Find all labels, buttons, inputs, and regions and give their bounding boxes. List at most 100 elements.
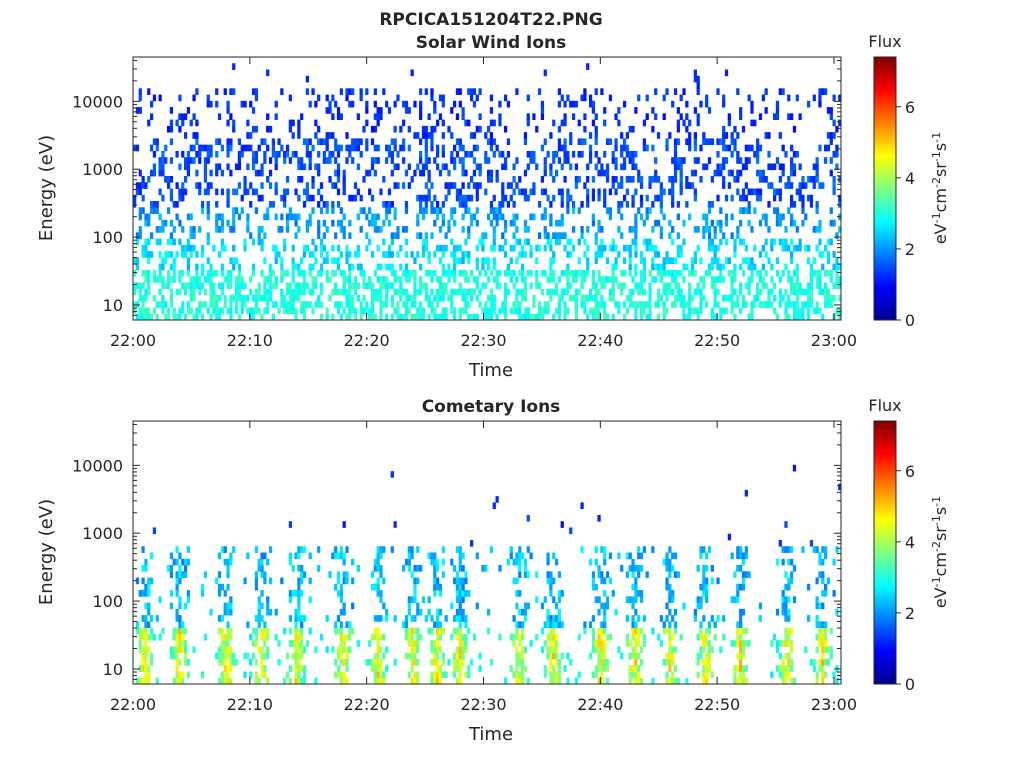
heatmap-cell [206, 201, 210, 208]
heatmap-cell [297, 263, 301, 271]
heatmap-cell [339, 301, 343, 308]
heatmap-cell [608, 138, 613, 146]
heatmap-cell [178, 238, 182, 246]
heatmap-cell [821, 677, 825, 684]
heatmap-cell [549, 590, 553, 597]
heatmap-cell [419, 288, 423, 296]
heatmap-cell [656, 269, 661, 277]
heatmap-cell [676, 163, 680, 171]
heatmap-cell [603, 546, 607, 553]
heatmap-cell [470, 194, 474, 202]
heatmap-cell [319, 251, 324, 258]
heatmap-cell [433, 194, 437, 202]
heatmap-cell [458, 138, 462, 146]
heatmap-cell [699, 294, 703, 302]
heatmap-cell [458, 602, 462, 610]
heatmap-cell [453, 157, 457, 164]
heatmap-cell [149, 313, 154, 320]
heatmap-cell [410, 294, 414, 302]
heatmap-cell [577, 269, 581, 277]
heatmap-cell [642, 263, 646, 271]
heatmap-cell [169, 138, 174, 146]
heatmap-cell [472, 157, 477, 164]
x-tick-label: 22:00 [110, 695, 156, 714]
heatmap-cell [622, 244, 627, 252]
heatmap-cell [348, 276, 352, 283]
heatmap-cell [461, 658, 465, 666]
heatmap-cell [557, 677, 562, 684]
heatmap-cell [832, 282, 836, 290]
heatmap-cell [804, 288, 808, 296]
heatmap-cell [271, 144, 275, 152]
heatmap-cell [634, 677, 638, 684]
heatmap-cell [334, 138, 338, 146]
heatmap-cell [161, 157, 165, 164]
heatmap-cell [311, 88, 315, 95]
heatmap-cell [730, 194, 734, 202]
heatmap-cell [308, 251, 312, 258]
heatmap-cell [441, 288, 445, 296]
heatmap-cell [200, 144, 205, 152]
heatmap-cell [175, 150, 179, 158]
heatmap-cell [736, 621, 740, 629]
heatmap-cell [526, 238, 530, 246]
heatmap-cell [520, 276, 525, 283]
heatmap-cell [642, 307, 646, 315]
heatmap-cell [376, 646, 380, 654]
heatmap-cell [268, 263, 273, 271]
heatmap-cell [608, 244, 613, 252]
heatmap-cell [775, 107, 780, 114]
heatmap-cell [254, 125, 259, 133]
heatmap-cell [294, 677, 298, 684]
heatmap-cell [441, 546, 445, 553]
heatmap-cell [639, 552, 644, 560]
heatmap-cell [824, 658, 828, 666]
heatmap-cell [232, 546, 236, 553]
heatmap-cell [263, 213, 267, 221]
heatmap-cell [719, 263, 723, 271]
heatmap-cell [385, 665, 389, 672]
heatmap-cell [263, 276, 267, 283]
heatmap-cell [223, 658, 227, 666]
heatmap-cell [305, 219, 309, 227]
heatmap-cell [302, 251, 307, 258]
heatmap-cell [764, 238, 768, 246]
heatmap-cell [481, 282, 485, 290]
heatmap-cell [790, 251, 794, 258]
heatmap-cell [824, 288, 828, 296]
heatmap-cell [713, 282, 717, 290]
heatmap-cell [756, 282, 760, 290]
heatmap-cell [243, 282, 247, 290]
heatmap-cell [339, 633, 343, 641]
heatmap-cell [436, 119, 440, 127]
heatmap-cell [739, 288, 743, 296]
heatmap-cell [688, 269, 692, 277]
heatmap-cell [818, 94, 822, 102]
heatmap-cell [478, 269, 482, 277]
heatmap-cell [455, 88, 460, 95]
heatmap-cell [716, 219, 720, 227]
colorbar-title: Flux [868, 396, 901, 415]
heatmap-cell [682, 276, 686, 283]
heatmap-cell [444, 244, 448, 252]
heatmap-cell [251, 307, 256, 315]
heatmap-cell [741, 646, 746, 654]
heatmap-cell [795, 313, 799, 320]
heatmap-cell [229, 658, 233, 666]
heatmap-cell [702, 282, 706, 290]
heatmap-cell [594, 125, 598, 133]
heatmap-cell [373, 633, 377, 641]
heatmap-cell [620, 565, 624, 572]
heatmap-cell [747, 257, 751, 265]
heatmap-cell [379, 590, 383, 597]
heatmap-cell [178, 671, 182, 679]
heatmap-cell [311, 207, 315, 214]
heatmap-cell [419, 301, 423, 308]
heatmap-cell [498, 213, 502, 221]
heatmap-cell [147, 313, 151, 320]
heatmap-cell [792, 565, 797, 572]
heatmap-cell [209, 263, 213, 271]
heatmap-cell [339, 288, 343, 296]
heatmap-cell [144, 652, 148, 660]
